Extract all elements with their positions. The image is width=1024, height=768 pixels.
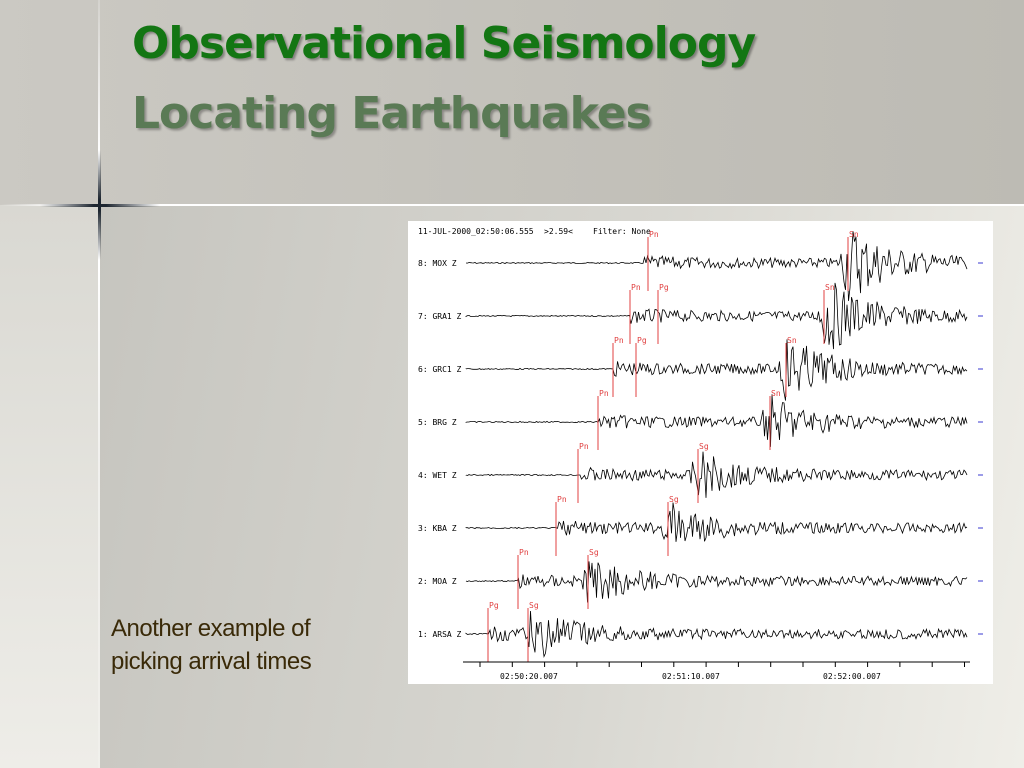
vertical-rule — [98, 0, 100, 768]
left-strip — [0, 205, 100, 768]
pick-label: Pn — [557, 495, 567, 504]
crosshair-vertical — [98, 150, 101, 260]
waveform-trace — [465, 231, 968, 301]
pick-label: Pn — [579, 442, 589, 451]
waveform-trace — [465, 282, 968, 350]
arrival-picks: Pn Sn Pn Pg Sn Pn Pg Sn Pn Sn Pn Sg Pn Sg Pn Sg Pg Sg — [487, 230, 859, 662]
channel-label: 7: GRA1 Z — [418, 312, 462, 321]
pick-label: Sn — [771, 389, 781, 398]
waveform-trace — [465, 561, 968, 603]
channel-label: 4: WET Z — [418, 471, 457, 480]
pick-label: Pn — [614, 336, 624, 345]
time-axis: 02:50:20.007 02:51:10.007 02:52:00.007 — [463, 661, 970, 681]
waveform-trace — [465, 339, 968, 401]
channel-label: 8: MOX Z — [418, 259, 457, 268]
pick-label: Sn — [787, 336, 797, 345]
pick-label: Pg — [637, 336, 647, 345]
pick-label: Sg — [589, 548, 599, 557]
pick-label: Pg — [489, 601, 499, 610]
horizontal-rule — [0, 204, 1024, 206]
channel-label: 3: KBA Z — [418, 524, 457, 533]
waveform-trace — [465, 451, 968, 498]
pick-label: Pn — [599, 389, 609, 398]
channel-label: 6: GRC1 Z — [418, 365, 462, 374]
channel-label: 5: BRG Z — [418, 418, 457, 427]
waveform-trace — [465, 394, 968, 447]
slide-subtitle: Locating Earthquakes — [132, 88, 652, 139]
caption: Another example of picking arrival times — [111, 612, 391, 678]
pick-label: Sg — [529, 601, 539, 610]
traces: 8: MOX Z 7: GRA1 Z 6: GRC1 Z 5: BRG Z 4: WET… — [418, 231, 983, 659]
caption-line-1: Another example of — [111, 615, 311, 642]
channel-label: 1: ARSA Z — [418, 630, 462, 639]
pick-label: Sg — [699, 442, 709, 451]
seismogram-plot: 11-JUL-2000_02:50:06.555 >2.59< Filter: … — [418, 227, 983, 681]
caption-line-2: picking arrival times — [111, 648, 312, 675]
header-scale: >2.59< — [544, 227, 573, 236]
time-tick-label: 02:50:20.007 — [500, 672, 558, 681]
time-tick-label: 02:52:00.007 — [823, 672, 881, 681]
waveform-trace — [465, 610, 968, 659]
time-tick-label: 02:51:10.007 — [662, 672, 720, 681]
pick-label: Sn — [825, 283, 835, 292]
pick-label: Pn — [519, 548, 529, 557]
pick-label: Pg — [659, 283, 669, 292]
waveform-trace — [465, 502, 968, 542]
header-filter: Filter: None — [593, 227, 651, 236]
pick-label: Sg — [669, 495, 679, 504]
channel-label: 2: MOA Z — [418, 577, 457, 586]
pick-label: Sn — [849, 230, 859, 239]
seismogram-image: 11-JUL-2000_02:50:06.555 >2.59< Filter: … — [408, 221, 993, 684]
header-date: 11-JUL-2000_02:50:06.555 — [418, 227, 534, 236]
slide-title: Observational Seismology — [132, 18, 756, 69]
pick-label: Pn — [649, 230, 659, 239]
title-band — [0, 0, 1024, 205]
pick-label: Pn — [631, 283, 641, 292]
